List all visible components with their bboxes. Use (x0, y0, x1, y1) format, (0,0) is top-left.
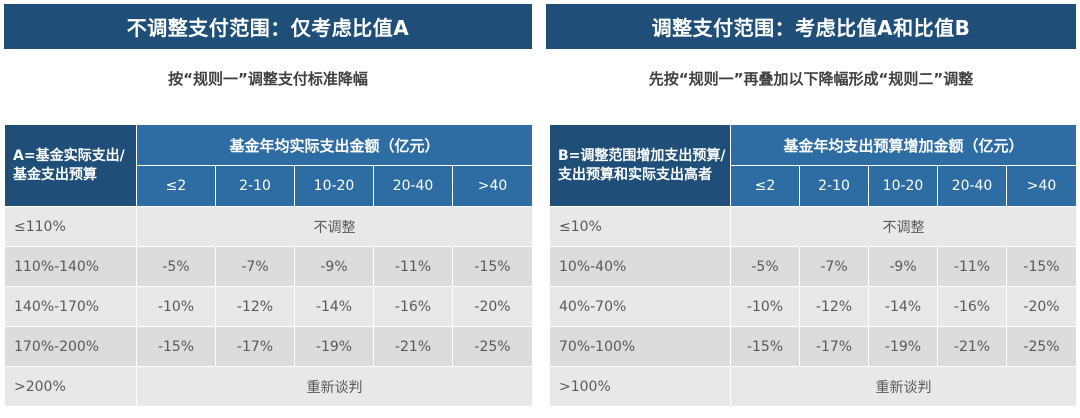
right-column-group-header: 基金年均支出预算增加金额（亿元） (730, 124, 1077, 166)
merged-cell: 不调整 (730, 206, 1077, 247)
right-col-header: 2-10 (799, 165, 869, 207)
merged-cell: 不调整 (136, 206, 533, 247)
table-cell: -10% (730, 286, 800, 327)
merged-cell: 重新谈判 (136, 366, 533, 407)
row-label: >200% (4, 366, 137, 407)
table-cell: -9% (868, 246, 938, 287)
table-cell: -14% (294, 286, 374, 327)
right-title: 调整支付范围：考虑比值A和比值B (546, 4, 1076, 49)
right-panel: 调整支付范围：考虑比值A和比值B 先按“规则一”再叠加以下降幅形成“规则二”调整 (546, 4, 1076, 108)
table-cell: -15% (730, 326, 800, 367)
table-cell: -11% (373, 246, 453, 287)
table-cell: -21% (937, 326, 1007, 367)
left-col-header: 10-20 (294, 165, 374, 207)
table-row: ≤110% 不调整 (4, 206, 533, 247)
table-cell: -7% (215, 246, 295, 287)
row-label: 40%-70% (549, 286, 731, 327)
left-panel: 不调整支付范围：仅考虑比值A 按“规则一”调整支付标准降幅 (4, 4, 532, 108)
left-corner-label: A=基金实际支出/基金支出预算 (4, 124, 137, 207)
table-cell: -17% (215, 326, 295, 367)
table-cell: -25% (452, 326, 533, 367)
row-label: ≤110% (4, 206, 137, 247)
right-col-header: >40 (1006, 165, 1077, 207)
table-cell: -12% (799, 286, 869, 327)
row-label: 10%-40% (549, 246, 731, 287)
table-cell: -25% (1006, 326, 1077, 367)
table-cell: -15% (136, 326, 216, 367)
table-cell: -10% (136, 286, 216, 327)
row-label: 170%-200% (4, 326, 137, 367)
table-row: 140%-170% -10% -12% -14% -16% -20% (4, 286, 533, 327)
right-corner-label: B=调整范围增加支出预算/支出预算和实际支出高者 (549, 124, 731, 207)
table-row: 70%-100% -15% -17% -19% -21% -25% (549, 326, 1077, 367)
left-col-header: >40 (452, 165, 533, 207)
right-col-header: 10-20 (868, 165, 938, 207)
table-cell: -7% (799, 246, 869, 287)
row-label: 70%-100% (549, 326, 731, 367)
table-cell: -21% (373, 326, 453, 367)
table-cell: -20% (1006, 286, 1077, 327)
table-row: 110%-140% -5% -7% -9% -11% -15% (4, 246, 533, 287)
row-label: ≤10% (549, 206, 731, 247)
left-column-group-header: 基金年均实际支出金额（亿元） (136, 124, 533, 166)
table-row: 40%-70% -10% -12% -14% -16% -20% (549, 286, 1077, 327)
table-cell: -15% (452, 246, 533, 287)
right-table: B=调整范围增加支出预算/支出预算和实际支出高者 基金年均支出预算增加金额（亿元… (549, 124, 1077, 407)
left-subtitle: 按“规则一”调整支付标准降幅 (168, 70, 368, 88)
right-col-header: 20-40 (937, 165, 1007, 207)
right-col-header: ≤2 (730, 165, 800, 207)
right-subtitle: 先按“规则一”再叠加以下降幅形成“规则二”调整 (648, 70, 974, 88)
merged-cell: 重新谈判 (730, 366, 1077, 407)
table-cell: -15% (1006, 246, 1077, 287)
table-cell: -20% (452, 286, 533, 327)
left-col-header: 2-10 (215, 165, 295, 207)
row-label: >100% (549, 366, 731, 407)
table-cell: -17% (799, 326, 869, 367)
table-row: >200% 重新谈判 (4, 366, 533, 407)
table-cell: -16% (937, 286, 1007, 327)
left-table: A=基金实际支出/基金支出预算 基金年均实际支出金额（亿元） ≤2 2-10 1… (4, 124, 533, 407)
table-cell: -5% (730, 246, 800, 287)
table-row: >100% 重新谈判 (549, 366, 1077, 407)
table-cell: -19% (294, 326, 374, 367)
table-cell: -14% (868, 286, 938, 327)
left-title: 不调整支付范围：仅考虑比值A (4, 4, 532, 49)
table-row: ≤10% 不调整 (549, 206, 1077, 247)
table-row: 10%-40% -5% -7% -9% -11% -15% (549, 246, 1077, 287)
row-label: 140%-170% (4, 286, 137, 327)
table-cell: -19% (868, 326, 938, 367)
table-cell: -9% (294, 246, 374, 287)
row-label: 110%-140% (4, 246, 137, 287)
left-col-header: 20-40 (373, 165, 453, 207)
left-col-header: ≤2 (136, 165, 216, 207)
table-cell: -16% (373, 286, 453, 327)
table-cell: -11% (937, 246, 1007, 287)
table-cell: -12% (215, 286, 295, 327)
table-row: 170%-200% -15% -17% -19% -21% -25% (4, 326, 533, 367)
table-cell: -5% (136, 246, 216, 287)
